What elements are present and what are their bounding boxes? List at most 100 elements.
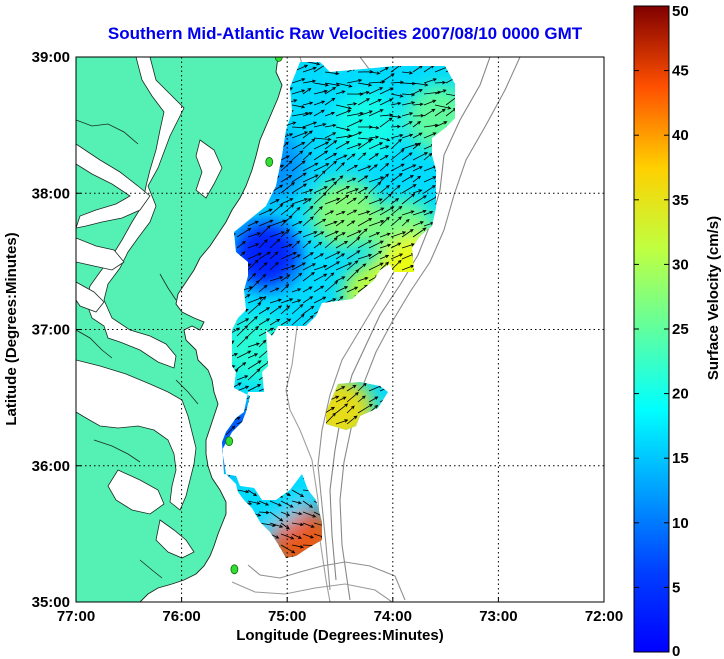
velocity-arrow [313,241,323,249]
velocity-arrow [313,285,325,293]
velocity-arrow [247,243,260,249]
colorbar-tick-label: 20 [672,386,689,403]
velocity-arrow [280,174,293,183]
velocity-arrow [346,236,361,249]
velocity-arrow [291,288,302,293]
velocity-arrow [401,210,415,216]
velocity-arrow [346,405,355,414]
velocity-arrow [368,262,384,271]
velocity-arrow [423,185,436,194]
velocity-arrow [247,360,262,370]
velocity-arrow [313,89,328,95]
velocity-arrow [368,240,384,249]
velocity-arrow [269,298,282,304]
velocity-arrow [269,203,284,216]
velocity-arrow [368,142,384,150]
radar-site-marker [230,564,239,575]
velocity-arrow [269,261,279,271]
velocity-arrow [324,111,336,117]
velocity-arrow [302,130,313,139]
velocity-arrow [412,102,424,107]
velocity-arrow [313,137,332,142]
velocity-arrow [379,117,393,128]
velocity-arrow [335,219,345,227]
velocity-arrow [357,277,369,282]
velocity-arrow [258,239,268,249]
velocity-arrow [247,302,262,315]
x-tick-label: 72:00 [585,608,623,625]
velocity-arrow [324,210,335,216]
velocity-arrow [291,221,303,227]
velocity-arrow [269,318,281,326]
velocity-arrow [346,384,357,392]
velocity-arrow [247,296,264,304]
velocity-arrow [258,284,268,293]
velocity-arrow [335,403,349,414]
velocity-arrow [412,120,422,128]
velocity-arrow [302,188,314,194]
velocity-arrow [379,173,390,183]
velocity-arrow [379,137,391,142]
velocity-arrow [346,220,356,227]
velocity-arrow [401,218,410,227]
chart-title: Southern Mid-Atlantic Raw Velocities 200… [108,24,583,43]
velocity-arrow [379,184,390,194]
velocity-arrow [302,286,313,293]
velocity-arrow [302,231,318,238]
velocity-arrow [357,403,373,414]
velocity-arrow [313,296,327,304]
velocity-arrow [390,101,402,106]
velocity-arrow [269,219,287,227]
velocity-arrow [368,181,382,194]
colorbar-tick-label: 25 [672,321,689,338]
velocity-arrow [335,104,352,110]
x-axis: 77:00 76:00 75:00 74:00 73:00 72:00 [57,597,623,625]
velocity-arrow [346,260,359,271]
velocity-arrow [291,172,307,183]
velocity-arrow [324,178,336,183]
velocity-arrow [379,67,390,73]
velocity-arrow [324,86,337,95]
velocity-arrow [423,108,436,117]
velocity-arrow [423,78,437,84]
x-tick-label: 74:00 [374,608,412,625]
velocity-arrow [302,66,317,73]
velocity-arrow [412,82,429,87]
velocity-arrow [291,141,306,150]
velocity-arrow [247,280,260,293]
velocity-arrow [291,303,304,315]
velocity-arrow [368,99,382,106]
velocity-arrow [368,164,378,172]
velocity-arrow [313,123,327,128]
velocity-arrow [412,189,423,194]
velocity-arrow [390,205,403,216]
radar-site-marker [274,57,283,62]
velocity-arrow [335,141,350,150]
velocity-arrow [434,104,452,110]
velocity-arrow [412,89,423,95]
velocity-arrow [280,522,290,530]
velocity-arrow [368,250,383,260]
velocity-arrow [302,305,315,315]
velocity-arrow [324,123,337,128]
velocity-arrow [357,240,372,249]
velocity-arrow [368,71,381,75]
velocity-arrow [379,145,390,150]
velocity-arrow [346,197,357,205]
velocity-arrow [335,211,346,216]
velocity-arrow [401,228,414,238]
velocity-arrow [346,415,358,425]
velocity-arrow [291,254,301,260]
velocity-arrow [313,100,326,106]
velocity-arrow [346,102,358,106]
velocity-arrow [401,243,415,249]
velocity-arrow [280,500,294,508]
velocity-arrow [280,318,292,326]
velocity-arrow [346,143,362,150]
velocity-arrow [335,185,351,194]
velocity-arrow [236,227,252,238]
velocity-arrow [324,132,337,139]
velocity-arrow [291,206,301,216]
velocity-arrow [269,522,284,528]
